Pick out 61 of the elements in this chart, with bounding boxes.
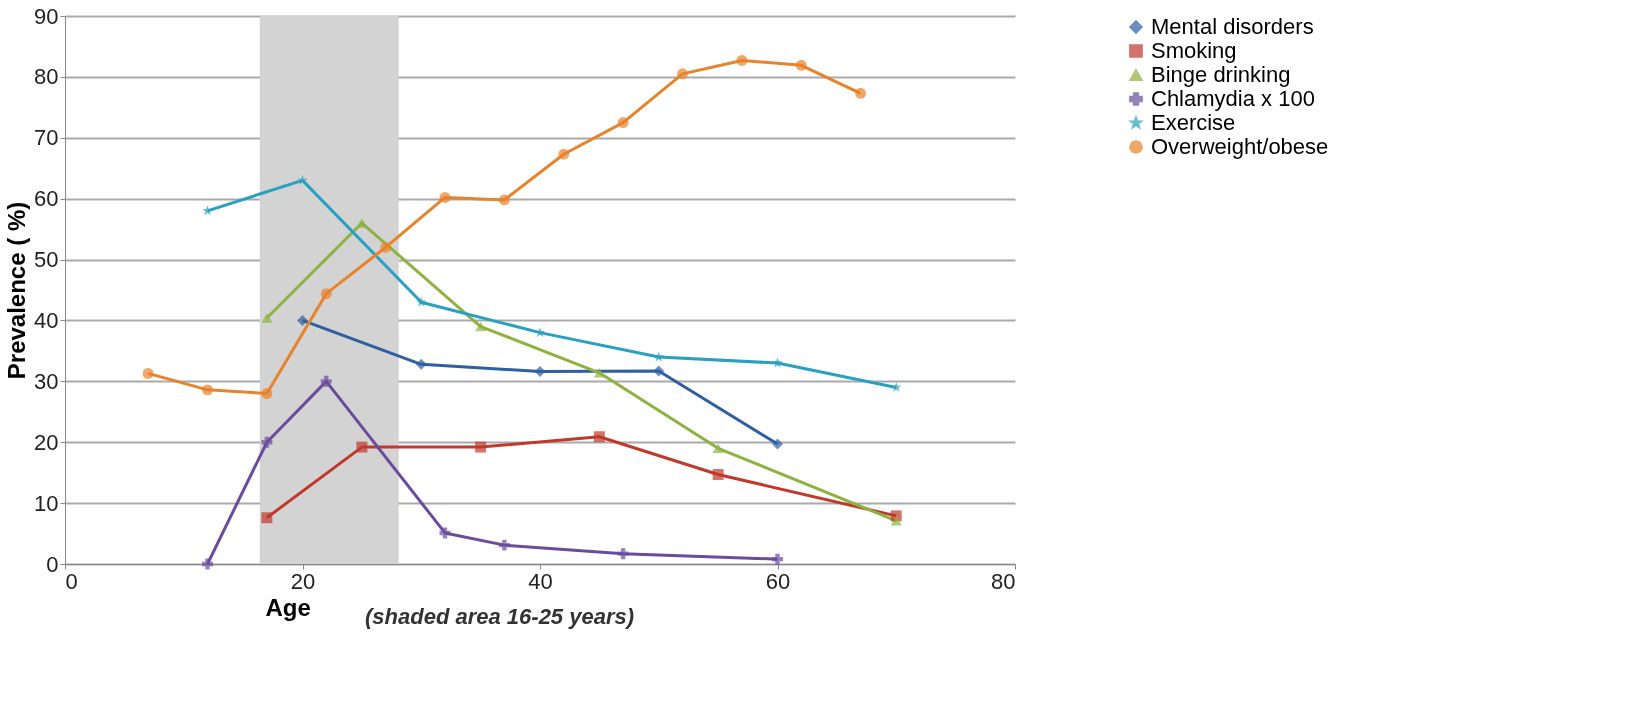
y-tick-label: 90 [34,3,59,29]
point [439,191,451,203]
text: (shaded area 16-25 years) [365,604,635,629]
x-tick-label: 0 [65,568,78,594]
point [416,296,427,307]
x-tick-label: 20 [290,568,316,594]
point [415,358,427,370]
legend-label: Exercise [1151,110,1236,135]
point [653,365,665,377]
y-tick-label: 40 [34,307,59,333]
y-tick-label: 10 [34,490,59,516]
point [202,558,213,570]
point [475,441,487,453]
point [297,314,308,326]
legend-label: Mental disorders [1151,14,1314,39]
point [320,288,332,300]
point [261,512,273,524]
point [320,375,332,387]
point [380,241,392,253]
legend-label: Smoking [1151,38,1237,63]
point [617,117,629,129]
point [891,381,902,392]
legend-label: Overweight/obese [1151,134,1329,159]
point [297,174,308,185]
y-tick-label: 30 [34,368,59,394]
legend-label: Chlamydia x 100 [1151,86,1315,111]
y-tick-label: 80 [34,64,59,90]
x-tick-label: 80 [991,568,1016,594]
point [617,548,629,560]
point [593,368,605,378]
point [261,313,273,323]
point [712,443,724,454]
legend-label: Binge drinking [1151,62,1291,87]
point [593,431,605,443]
y-tick-label: 60 [34,186,59,212]
y-axis-title: Prevalence ( %) [3,201,31,380]
y-tick-label: 20 [34,429,59,455]
point [356,441,368,453]
point [261,388,273,399]
point [498,194,510,206]
point [142,367,154,379]
x-tick-label: 40 [528,568,553,594]
point [498,539,510,551]
point [855,87,867,99]
y-tick-label: 50 [34,247,59,273]
point [558,148,570,160]
point [795,59,807,71]
x-tick-label: 60 [765,568,791,594]
y-tick-label: 0 [46,551,59,577]
point [890,516,902,526]
point [772,438,783,450]
point [772,553,783,565]
point [736,54,748,66]
point [772,357,783,368]
y-tick-label: 70 [34,125,59,151]
point [261,436,273,448]
point [202,384,213,396]
point [475,321,487,332]
x-axis-title: Age [265,593,311,621]
point [677,68,688,80]
point [712,469,724,480]
